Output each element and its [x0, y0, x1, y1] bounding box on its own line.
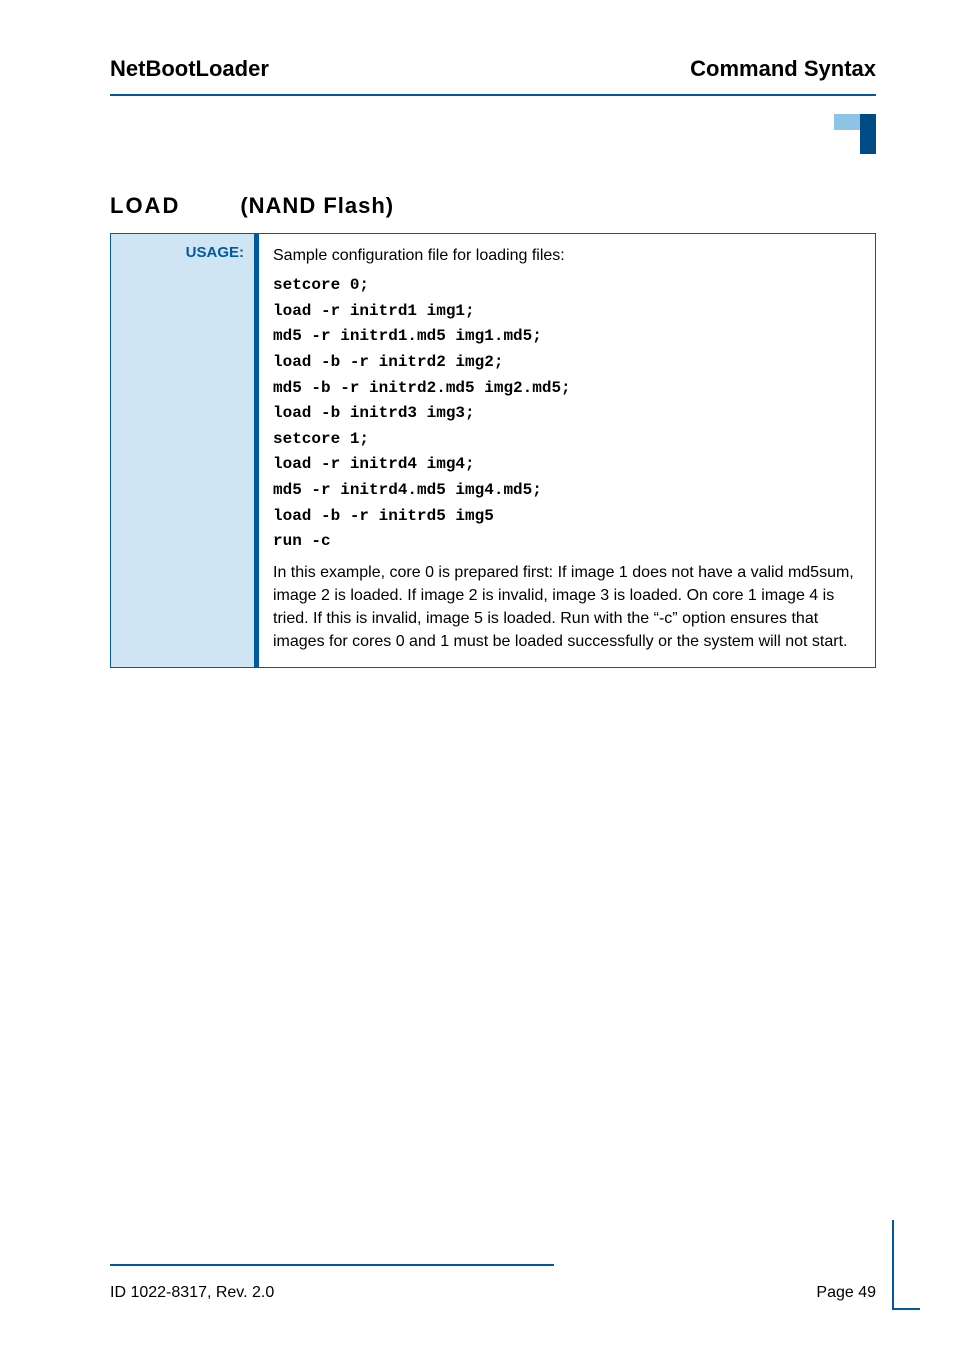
- command-name: LOAD: [110, 193, 180, 219]
- usage-table: USAGE: Sample configuration file for loa…: [110, 233, 876, 668]
- code-line: md5 -r initrd4.md5 img4.md5;: [273, 478, 861, 504]
- corner-mark-icon: [834, 114, 876, 159]
- page-corner-mark-icon: [892, 1220, 894, 1310]
- code-line: md5 -r initrd1.md5 img1.md5;: [273, 324, 861, 350]
- code-line: setcore 1;: [273, 427, 861, 453]
- header-row: NetBootLoader Command Syntax: [110, 56, 876, 94]
- page: NetBootLoader Command Syntax LOAD (NAND …: [0, 0, 954, 1350]
- header-rule: [110, 94, 876, 96]
- usage-label: USAGE:: [186, 244, 244, 261]
- footer-left: ID 1022-8317, Rev. 2.0: [110, 1284, 274, 1302]
- header-right: Command Syntax: [690, 56, 876, 82]
- command-heading: LOAD (NAND Flash): [110, 193, 876, 219]
- code-line: load -b -r initrd2 img2;: [273, 350, 861, 376]
- code-line: load -r initrd4 img4;: [273, 452, 861, 478]
- footer-rule-wrap: [110, 1264, 876, 1284]
- footer-right: Page 49: [816, 1284, 876, 1302]
- footer: ID 1022-8317, Rev. 2.0 Page 49: [110, 1264, 876, 1302]
- header-left: NetBootLoader: [110, 56, 269, 82]
- footer-row: ID 1022-8317, Rev. 2.0 Page 49: [110, 1284, 876, 1302]
- footer-rule: [110, 1264, 554, 1266]
- code-line: load -b initrd3 img3;: [273, 401, 861, 427]
- usage-content-cell: Sample configuration file for loading fi…: [259, 234, 875, 667]
- command-subtitle: (NAND Flash): [240, 193, 394, 219]
- code-line: setcore 0;: [273, 273, 861, 299]
- code-line: load -b -r initrd5 img5: [273, 504, 861, 530]
- usage-explanation: In this example, core 0 is prepared firs…: [273, 561, 861, 654]
- code-line: load -r initrd1 img1;: [273, 299, 861, 325]
- usage-label-cell: USAGE:: [111, 234, 259, 667]
- code-line: md5 -b -r initrd2.md5 img2.md5;: [273, 376, 861, 402]
- code-line: run -c: [273, 529, 861, 555]
- usage-intro: Sample configuration file for loading fi…: [273, 244, 861, 267]
